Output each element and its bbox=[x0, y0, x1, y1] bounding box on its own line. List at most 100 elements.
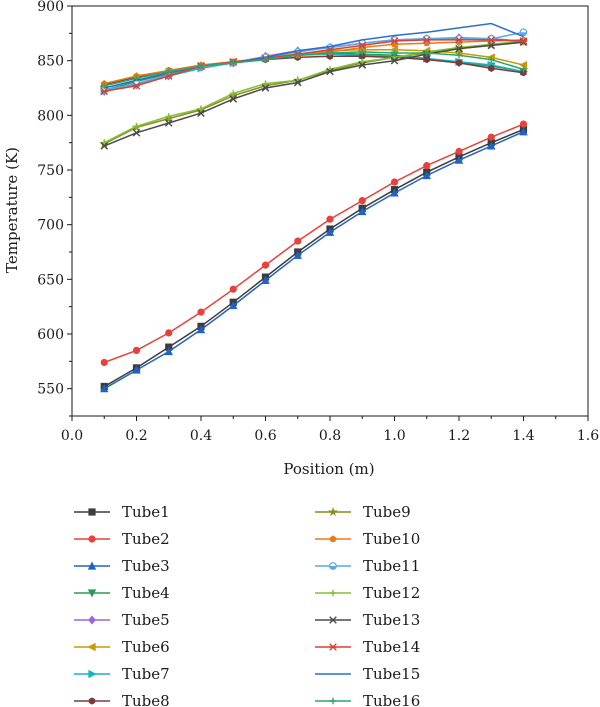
data-point bbox=[358, 41, 367, 50]
series-tube15 bbox=[104, 22, 524, 89]
series-tube2 bbox=[100, 120, 528, 367]
legend-label: Tube3 bbox=[122, 557, 170, 575]
series-line-tube3 bbox=[103, 131, 524, 390]
data-point bbox=[455, 44, 463, 53]
legend-label: Tube9 bbox=[363, 503, 411, 521]
legend-item-tube11: Tube11 bbox=[315, 557, 420, 575]
x-tick-label: 0.6 bbox=[254, 428, 276, 444]
series-tube16 bbox=[100, 48, 527, 90]
legend-marker bbox=[329, 643, 337, 651]
legend: Tube1 Tube2 Tube3 Tube4 Tube5 Tube6 Tube7 Tube8… bbox=[74, 503, 420, 707]
data-point bbox=[165, 68, 173, 75]
legend-item-tube4: Tube4 bbox=[74, 584, 170, 602]
legend-label: Tube2 bbox=[122, 530, 170, 548]
data-point bbox=[519, 127, 528, 136]
x-tick-label: 1.6 bbox=[577, 428, 599, 444]
data-point bbox=[261, 261, 270, 269]
data-point bbox=[487, 40, 495, 48]
data-point bbox=[423, 55, 430, 64]
data-point bbox=[487, 41, 496, 50]
legend-marker bbox=[87, 642, 96, 652]
legend-label: Tube5 bbox=[122, 611, 170, 629]
series-tube11 bbox=[100, 28, 528, 95]
data-point bbox=[326, 49, 334, 57]
data-point bbox=[519, 38, 528, 46]
data-point bbox=[229, 285, 237, 293]
series-tube3 bbox=[100, 127, 528, 393]
data-point bbox=[519, 120, 528, 128]
y-tick-label: 750 bbox=[37, 163, 64, 179]
data-point bbox=[100, 358, 108, 367]
legend-marker bbox=[88, 669, 97, 679]
data-point bbox=[100, 142, 109, 150]
data-point bbox=[100, 82, 108, 90]
legend-label: Tube12 bbox=[363, 584, 420, 602]
data-point bbox=[165, 113, 173, 120]
y-tick-label: 650 bbox=[37, 272, 64, 288]
data-point bbox=[422, 36, 431, 44]
data-point bbox=[100, 87, 109, 96]
x-tick-label: 1.4 bbox=[512, 428, 534, 444]
legend-marker bbox=[329, 697, 337, 705]
series-line-tube12 bbox=[103, 40, 524, 144]
series-tube13 bbox=[100, 38, 528, 150]
legend-item-tube14: Tube14 bbox=[315, 638, 420, 656]
data-point bbox=[358, 48, 366, 56]
data-point bbox=[229, 90, 237, 97]
legend-label: Tube7 bbox=[122, 665, 170, 683]
data-point bbox=[197, 62, 205, 70]
data-point bbox=[326, 215, 334, 223]
legend-label: Tube11 bbox=[363, 557, 420, 575]
legend-marker bbox=[88, 697, 96, 705]
data-point bbox=[519, 37, 528, 45]
y-tick-label: 600 bbox=[37, 327, 64, 343]
data-point bbox=[197, 308, 205, 316]
series-tube14 bbox=[100, 36, 528, 96]
legend-label: Tube13 bbox=[363, 611, 420, 629]
legend-marker bbox=[329, 535, 337, 542]
data-point bbox=[132, 82, 141, 90]
y-tick-label: 900 bbox=[37, 0, 64, 15]
data-point bbox=[293, 78, 302, 87]
data-point bbox=[487, 36, 496, 44]
plot-area bbox=[99, 22, 529, 393]
data-point bbox=[132, 365, 141, 374]
data-point bbox=[423, 49, 431, 57]
data-point bbox=[423, 162, 431, 170]
data-point bbox=[390, 178, 399, 186]
legend-marker bbox=[88, 535, 96, 543]
series-line-tube16 bbox=[104, 51, 524, 87]
data-point bbox=[391, 49, 398, 57]
data-point bbox=[229, 95, 238, 103]
x-tick-label: 1.0 bbox=[383, 428, 405, 444]
data-point bbox=[358, 61, 367, 69]
y-axis-label: Temperature (K) bbox=[3, 147, 21, 273]
legend-item-tube1: Tube1 bbox=[74, 503, 170, 521]
data-point bbox=[164, 119, 173, 127]
data-point bbox=[390, 56, 399, 65]
x-tick-label: 0.2 bbox=[125, 428, 147, 444]
x-tick-label: 0.8 bbox=[319, 428, 341, 444]
data-point bbox=[326, 67, 334, 76]
data-point bbox=[487, 141, 496, 150]
data-point bbox=[229, 301, 238, 310]
legend-marker bbox=[88, 615, 96, 625]
legend-marker bbox=[88, 508, 96, 516]
legend-item-tube6: Tube6 bbox=[74, 638, 170, 656]
data-point bbox=[520, 66, 527, 73]
data-point bbox=[133, 74, 140, 82]
series-tube5 bbox=[100, 33, 528, 96]
legend-item-tube8: Tube8 bbox=[74, 692, 170, 707]
legend-marker bbox=[87, 589, 97, 598]
series-tube1 bbox=[100, 125, 528, 391]
data-point bbox=[294, 51, 302, 59]
data-point bbox=[422, 170, 431, 180]
data-point bbox=[261, 275, 270, 285]
legend-item-tube10: Tube10 bbox=[315, 530, 420, 548]
data-point bbox=[358, 197, 366, 205]
data-point bbox=[455, 36, 463, 44]
data-point bbox=[132, 129, 141, 137]
data-point bbox=[293, 250, 302, 259]
data-point bbox=[487, 56, 495, 63]
